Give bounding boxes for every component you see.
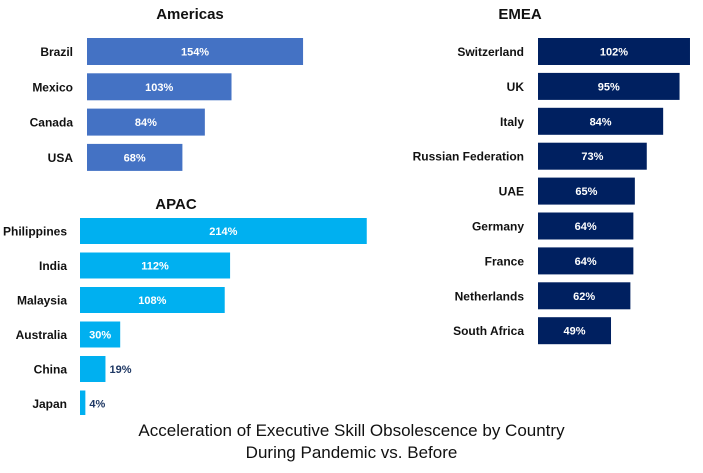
americas-bar-canada [87, 108, 205, 136]
emea-bar-france [538, 247, 634, 275]
americas-bar-brazil [87, 38, 304, 65]
emea-data-label-south-africa: 49% [563, 326, 585, 338]
emea-category-label-uk: UK [507, 80, 525, 94]
apac-data-label-india: 112% [141, 261, 169, 273]
americas-data-label-brazil: 154% [181, 47, 209, 59]
emea-data-label-uk: 95% [598, 81, 620, 93]
apac-data-label-australia: 30% [89, 330, 111, 342]
americas-data-label-canada: 84% [135, 117, 157, 129]
apac-bar-china [80, 356, 106, 382]
emea-category-label-russian-federation: Russian Federation [413, 150, 524, 164]
apac-category-label-india: India [39, 259, 67, 273]
emea-data-label-switzerland: 102% [600, 47, 628, 59]
emea-category-label-france: France [485, 254, 525, 268]
apac-category-label-china: China [34, 363, 68, 377]
americas-panel-title: Americas [156, 6, 224, 23]
emea-bar-uk [538, 72, 680, 100]
caption-line-2: During Pandemic vs. Before [245, 443, 458, 462]
caption-line-1: Acceleration of Executive Skill Obsolesc… [138, 421, 565, 440]
emea-data-label-russian-federation: 73% [581, 151, 603, 163]
emea-data-label-germany: 64% [575, 221, 597, 233]
emea-data-label-france: 64% [575, 256, 597, 268]
figure-caption: Acceleration of Executive Skill Obsolesc… [0, 420, 703, 464]
emea-category-label-germany: Germany [472, 220, 524, 234]
emea-data-label-italy: 84% [590, 116, 612, 128]
americas-data-label-usa: 68% [124, 152, 146, 164]
apac-category-label-malaysia: Malaysia [17, 294, 67, 308]
emea-category-label-italy: Italy [500, 115, 524, 129]
chart-canvas: Americas Brazil 154% Mexico 103% Canada 84% USA… [3, 6, 690, 415]
apac-panel-title: APAC [155, 196, 197, 213]
emea-category-label-switzerland: Switzerland [457, 45, 524, 59]
emea-category-label-south-africa: South Africa [453, 324, 524, 338]
emea-bar-switzerland [538, 38, 690, 65]
emea-bar-uae [538, 177, 635, 205]
emea-bar-netherlands [538, 282, 631, 310]
emea-data-label-netherlands: 62% [573, 291, 595, 303]
americas-category-label-usa: USA [48, 151, 74, 165]
americas-category-label-canada: Canada [30, 116, 74, 130]
apac-category-label-japan: Japan [32, 397, 67, 411]
apac-bar-australia [80, 321, 121, 348]
emea-bar-south-africa [538, 317, 612, 345]
americas-data-label-mexico: 103% [145, 82, 173, 94]
apac-data-label-japan: 4% [89, 399, 105, 411]
emea-category-label-netherlands: Netherlands [455, 289, 525, 303]
apac-data-label-china: 19% [109, 364, 131, 376]
apac-bar-japan [80, 390, 86, 415]
apac-data-label-philippines: 214% [209, 226, 237, 238]
apac-bar-india [80, 252, 231, 279]
emea-panel-title: EMEA [498, 6, 542, 23]
apac-data-label-malaysia: 108% [138, 295, 166, 307]
emea-bar-germany [538, 212, 634, 240]
americas-category-label-brazil: Brazil [40, 45, 73, 59]
emea-data-label-uae: 65% [575, 186, 597, 198]
apac-category-label-australia: Australia [16, 328, 68, 342]
americas-category-label-mexico: Mexico [32, 80, 73, 94]
apac-category-label-philippines: Philippines [3, 225, 67, 239]
apac-bar-malaysia [80, 287, 225, 313]
americas-bar-mexico [87, 73, 232, 101]
americas-bar-usa [87, 143, 183, 171]
emea-bar-russian-federation [538, 142, 647, 170]
emea-category-label-uae: UAE [499, 185, 524, 199]
apac-bar-philippines [80, 218, 367, 244]
emea-bar-italy [538, 107, 664, 135]
